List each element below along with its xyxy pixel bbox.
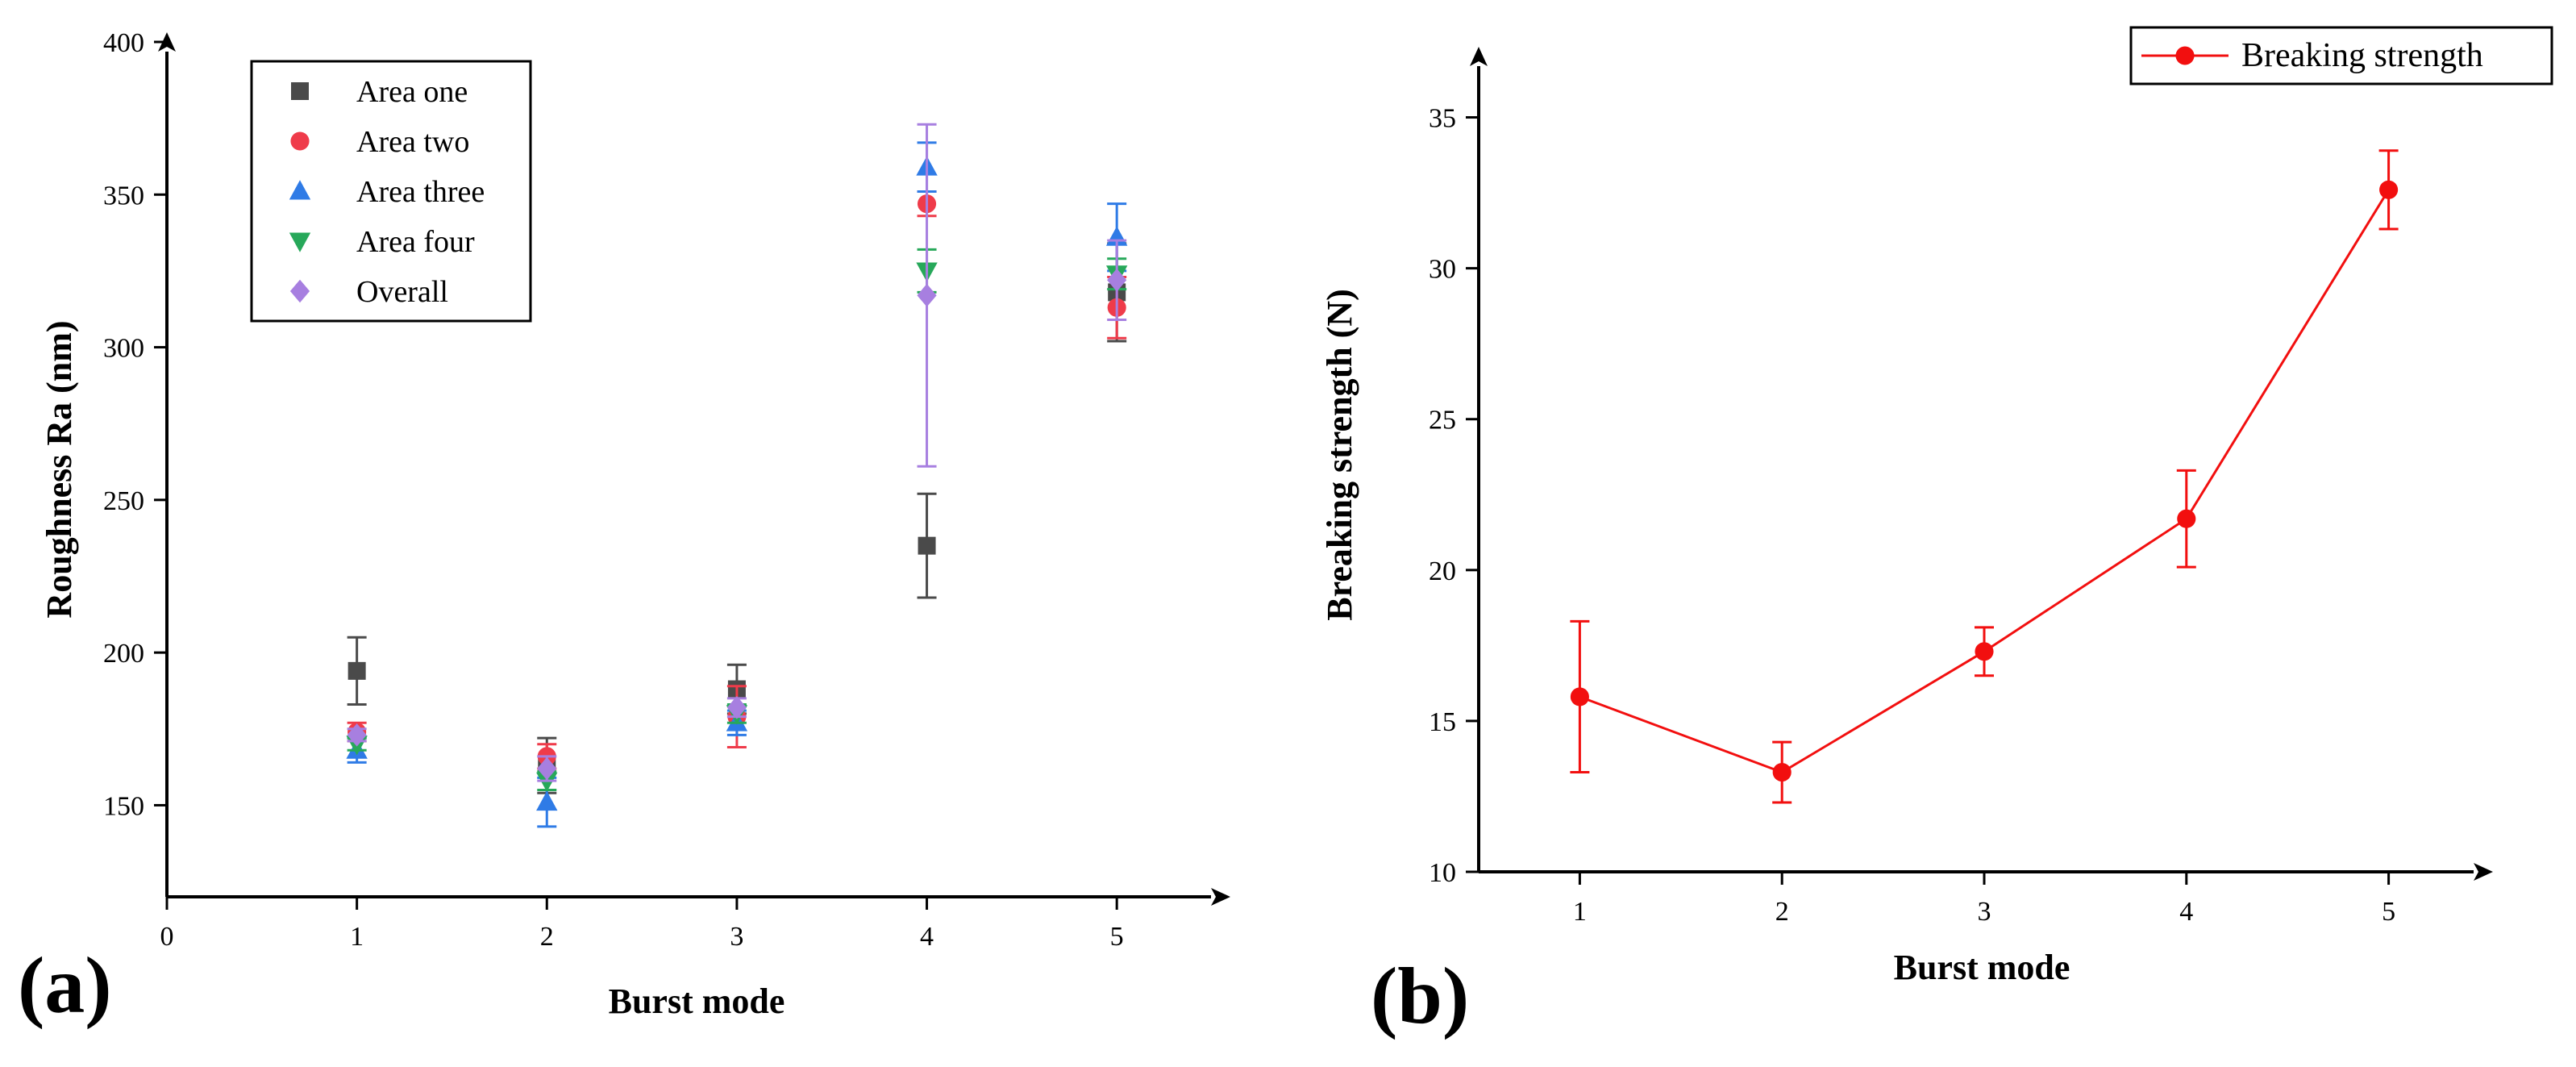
- legend-label: Area one: [356, 75, 468, 109]
- y-axis-title: Roughness Ra (nm): [40, 320, 79, 618]
- data-point: [537, 756, 557, 781]
- y-axis-title: Breaking strength (N): [1320, 289, 1359, 621]
- panel-label-a: (a): [18, 940, 112, 1030]
- y-tick-label: 250: [103, 486, 144, 516]
- x-tick-label: 5: [2382, 897, 2395, 927]
- legend-marker: [2175, 46, 2195, 65]
- legend-marker: [290, 131, 310, 151]
- series-line: [1579, 189, 2390, 774]
- data-point: [347, 723, 367, 747]
- x-tick-label: 3: [730, 922, 743, 952]
- legend-label: Area two: [356, 125, 469, 159]
- x-tick-label: 2: [540, 922, 554, 952]
- y-tick-label: 20: [1429, 556, 1456, 586]
- x-axis-title: Burst mode: [1894, 948, 2070, 987]
- chart-a: 0 1 2 3 4 5 150 200 250 300 350 400 Burst mode Roughn…: [18, 28, 1230, 1030]
- x-tick-label: 5: [1110, 922, 1124, 952]
- panel-label-b: (b): [1371, 951, 1469, 1040]
- x-tick-label: 1: [350, 922, 364, 952]
- data-point: [536, 772, 558, 792]
- legend-marker: [289, 180, 311, 200]
- y-tick-label: 150: [103, 791, 144, 821]
- x-tick-label: 3: [1978, 897, 1991, 927]
- x-axis-arrow: [2474, 863, 2493, 881]
- series-breaking-strength: [1570, 149, 2399, 804]
- legend-marker: [291, 82, 309, 100]
- legend-label: Overall: [356, 275, 448, 309]
- x-tick-label: 0: [160, 922, 174, 952]
- chart-b: 1 2 3 4 5 10 15 20 25 30 35 Burst mode Breaking stre…: [1320, 26, 2553, 1040]
- data-point: [1975, 642, 1994, 661]
- legend-marker: [289, 232, 311, 252]
- data-point: [347, 661, 366, 680]
- legend-label: Breaking strength: [2241, 37, 2483, 74]
- y-tick-label: 10: [1429, 858, 1456, 888]
- x-tick-label: 1: [1573, 897, 1587, 927]
- y-tick-label: 35: [1429, 104, 1456, 134]
- data-point: [917, 283, 937, 307]
- data-point: [1107, 268, 1127, 292]
- y-tick-label: 25: [1429, 406, 1456, 436]
- x-axis-title: Burst mode: [609, 982, 785, 1021]
- y-tick-label: 30: [1429, 255, 1456, 285]
- data-point: [918, 536, 936, 555]
- series-overall: [347, 123, 1127, 782]
- legend-marker: [289, 279, 310, 303]
- y-tick-label: 350: [103, 181, 144, 210]
- data-point: [726, 695, 747, 719]
- y-tick-label: 15: [1429, 707, 1456, 737]
- data-point: [2379, 180, 2399, 199]
- data-point: [1570, 687, 1589, 706]
- legend: Breaking strength: [2129, 26, 2553, 85]
- x-tick-label: 4: [920, 922, 934, 952]
- data-point: [1772, 762, 1792, 782]
- y-axis-arrow: [1470, 47, 1488, 66]
- legend-label: Area three: [356, 175, 485, 209]
- legend-label: Area four: [356, 225, 475, 259]
- legend: Area one Area two Area three Area four Overa…: [250, 60, 532, 323]
- x-tick-label: 2: [1775, 897, 1789, 927]
- y-tick-label: 200: [103, 639, 144, 669]
- data-point: [536, 790, 558, 811]
- y-tick-label: 400: [103, 28, 144, 58]
- x-tick-label: 4: [2179, 897, 2193, 927]
- data-point: [2177, 509, 2196, 528]
- x-axis-arrow: [1211, 888, 1230, 906]
- y-tick-label: 300: [103, 334, 144, 364]
